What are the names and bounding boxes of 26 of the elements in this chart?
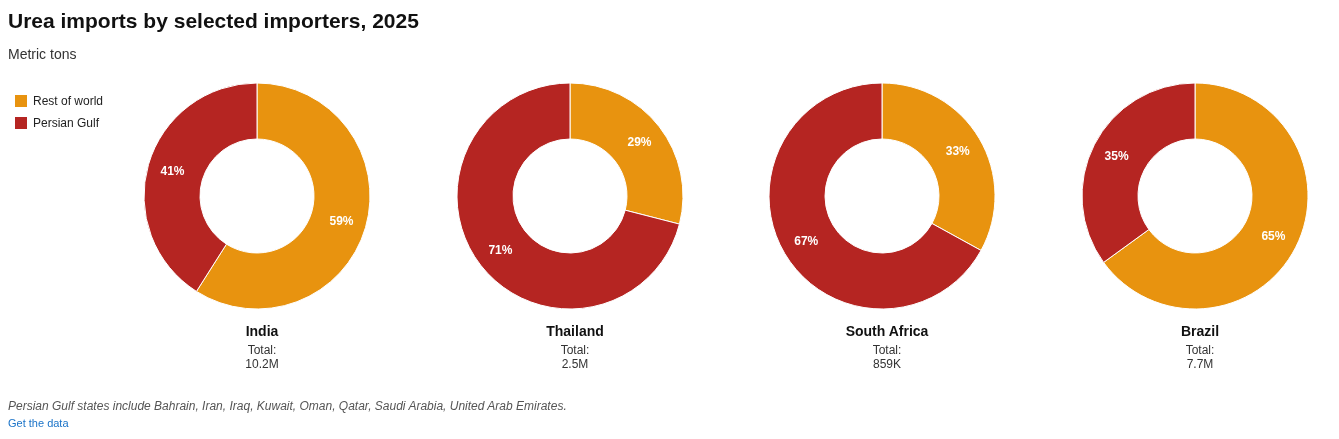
data-label: 65% <box>1260 228 1286 243</box>
data-label: 71% <box>487 242 513 257</box>
text: India <box>245 323 279 339</box>
text: South Africa <box>845 323 929 339</box>
text: 2.5M <box>561 357 588 371</box>
text: Thailand <box>545 323 604 339</box>
legend-label: Rest of world <box>33 94 104 108</box>
text: Total: <box>872 343 902 357</box>
data-label: 41% <box>160 164 185 179</box>
data-label: 29% <box>627 135 652 150</box>
text: Total: <box>247 343 277 357</box>
data-label: 59% <box>329 213 354 228</box>
text: Total: <box>1185 343 1214 357</box>
data-label: 33% <box>945 144 971 159</box>
text: 859K <box>872 357 902 371</box>
text: Get the data <box>8 417 70 429</box>
text: Brazil <box>1180 323 1219 339</box>
text: Total: <box>560 343 589 357</box>
text: 10.2M <box>245 357 279 371</box>
text: 7.7M <box>1186 357 1213 371</box>
text: Urea imports by selected importers, 2025 <box>8 9 419 33</box>
text: Metric tons <box>8 46 77 62</box>
data-label: 67% <box>794 233 819 248</box>
data-label: 35% <box>1104 149 1129 164</box>
legend-label: Persian Gulf <box>33 116 100 130</box>
text: Persian Gulf states include Bahrain, Iran, Iraq, Kuwait, Oman, Qatar, Saudi Arabia, United Arab Emirates. <box>8 399 567 413</box>
